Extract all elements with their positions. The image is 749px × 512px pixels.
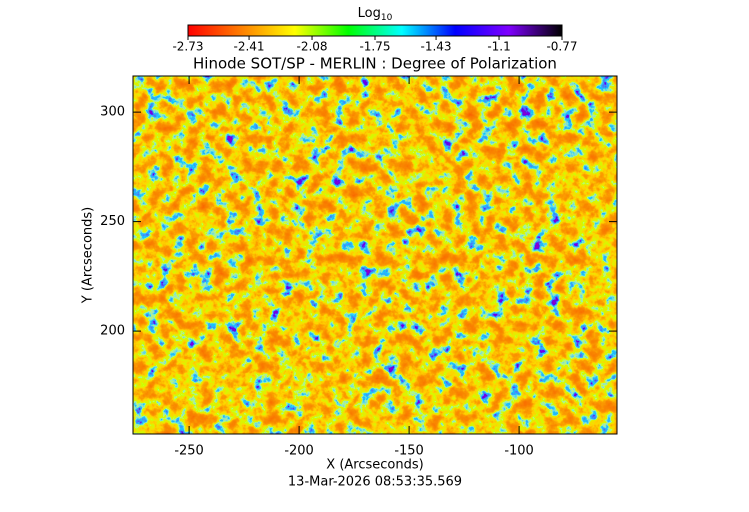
y-tick-label: 300 xyxy=(100,105,125,120)
colorbar-subscript: 10 xyxy=(381,13,393,23)
colorbar-tick-label: -2.73 xyxy=(172,40,203,54)
x-tick-label: -100 xyxy=(504,444,534,459)
colorbar xyxy=(187,24,563,37)
x-tick-label: -200 xyxy=(284,444,314,459)
y-tick-label: 200 xyxy=(100,324,125,339)
timestamp: 13-Mar-2026 08:53:35.569 xyxy=(288,475,462,490)
x-tick-label: -150 xyxy=(394,444,424,459)
polarization-map xyxy=(133,76,617,434)
y-tick-label: 250 xyxy=(100,214,125,229)
x-axis-label: X (Arcseconds) xyxy=(326,458,423,473)
colorbar-tick-label: -1.1 xyxy=(487,40,510,54)
colorbar-label: Log xyxy=(358,6,381,21)
colorbar-title: Log10 xyxy=(358,6,393,23)
colorbar-tick-label: -1.43 xyxy=(421,40,452,54)
colorbar-tick-label: -2.08 xyxy=(296,40,327,54)
colorbar-tick-label: -1.75 xyxy=(359,40,390,54)
chart-title: Hinode SOT/SP - MERLIN : Degree of Polar… xyxy=(193,55,557,73)
x-tick-label: -250 xyxy=(174,444,204,459)
y-axis-label: Y (Arcseconds) xyxy=(81,207,96,304)
colorbar-tick-label: -0.77 xyxy=(546,40,577,54)
colorbar-tick-label: -2.41 xyxy=(234,40,265,54)
plot-frame xyxy=(132,75,618,435)
